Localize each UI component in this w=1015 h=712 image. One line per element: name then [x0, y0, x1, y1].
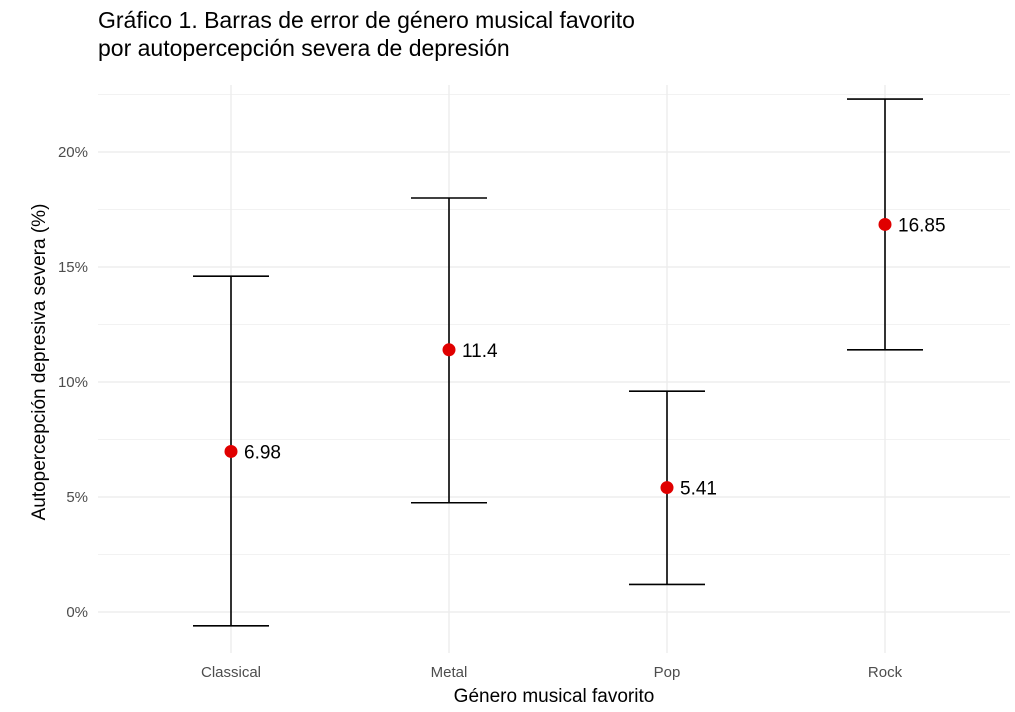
data-label: 6.98 — [244, 442, 281, 463]
x-tick-label: Classical — [201, 664, 261, 681]
error-bars — [193, 98, 923, 627]
data-label: 16.85 — [898, 215, 946, 236]
y-tick-label: 15% — [58, 259, 88, 276]
chart-title-line1: Gráfico 1. Barras de error de género mus… — [98, 7, 635, 33]
data-point — [442, 343, 456, 357]
minor-gridlines — [98, 94, 1010, 555]
y-tick-label: 20% — [58, 144, 88, 161]
x-tick-label: Metal — [431, 664, 468, 681]
chart-title: Gráfico 1. Barras de error de género mus… — [98, 6, 635, 62]
data-point — [224, 444, 238, 458]
data-point — [878, 217, 892, 231]
x-axis-title: Género musical favorito — [454, 686, 655, 707]
y-tick-labels: 0% 5% 10% 15% 20% — [58, 144, 88, 621]
y-axis-title: Autopercepción depresiva severa (%) — [29, 204, 50, 521]
x-tick-labels: Classical Metal Pop Rock — [201, 664, 903, 681]
major-gridlines — [98, 85, 1010, 653]
chart-title-line2: por autopercepción severa de depresión — [98, 35, 510, 61]
data-labels: 6.98 11.4 5.41 16.85 — [244, 215, 946, 499]
data-points — [224, 217, 892, 495]
x-tick-label: Pop — [654, 664, 681, 681]
data-label: 11.4 — [462, 341, 498, 362]
y-tick-label: 10% — [58, 374, 88, 391]
data-point — [660, 481, 674, 495]
x-tick-label: Rock — [868, 664, 903, 681]
data-label: 5.41 — [680, 479, 717, 500]
y-tick-label: 5% — [66, 489, 88, 506]
y-tick-label: 0% — [66, 604, 88, 621]
